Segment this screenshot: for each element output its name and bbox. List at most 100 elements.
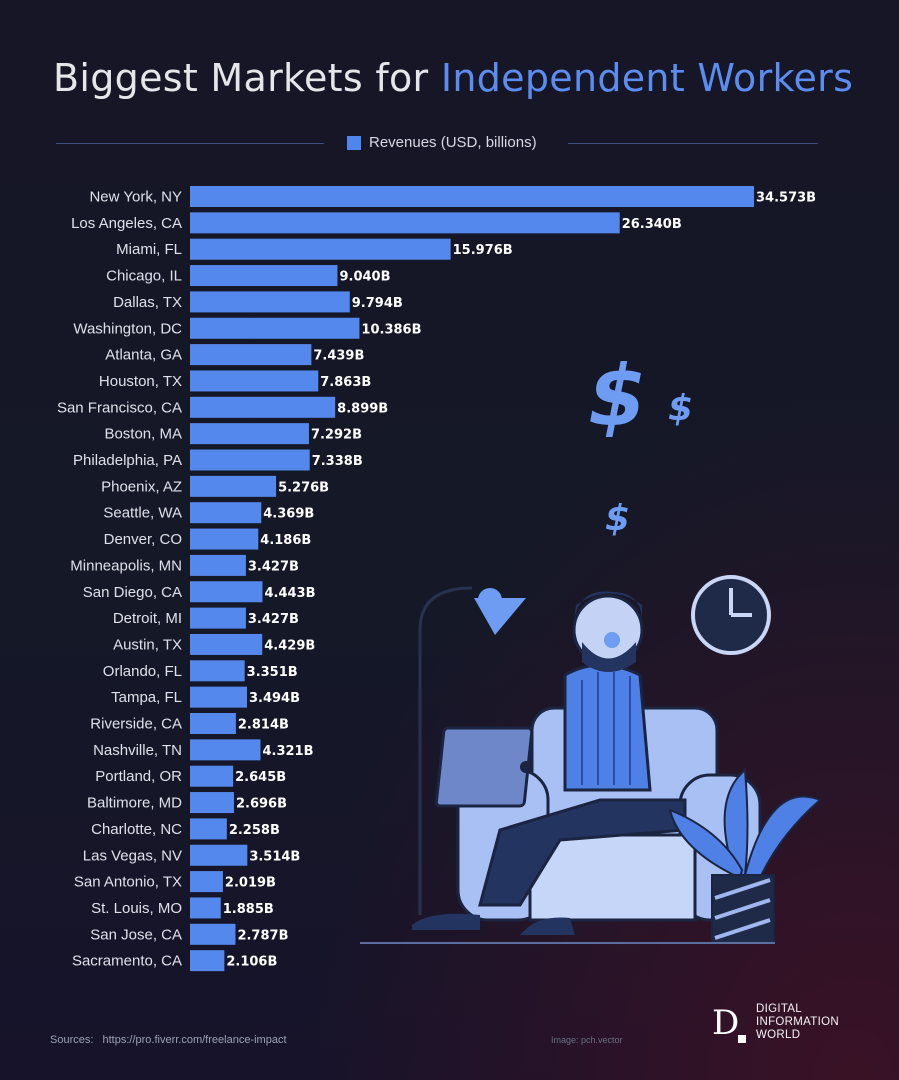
value-label: 7.439B [313, 349, 364, 364]
value-label: 2.645B [235, 770, 286, 785]
brand-wordmark: DIGITAL INFORMATION WORLD [756, 1003, 839, 1042]
bar [190, 396, 336, 418]
category-label: Tampa, FL [111, 689, 182, 706]
value-label: 9.794B [352, 296, 403, 311]
plant-icon [668, 767, 822, 944]
title-part-1: Biggest Markets for [53, 56, 441, 100]
legend-label: Revenues (USD, billions) [369, 134, 537, 151]
brand-mark-icon: D [712, 1003, 746, 1047]
brand-line-3: WORLD [756, 1029, 801, 1041]
bar [190, 449, 310, 471]
category-label: Orlando, FL [103, 663, 182, 680]
value-label: 2.787B [237, 928, 288, 943]
category-label: Sacramento, CA [72, 953, 182, 970]
category-label: Philadelphia, PA [73, 452, 182, 469]
bar [190, 660, 245, 682]
clock-icon [691, 575, 771, 655]
value-label: 2.696B [236, 797, 287, 812]
category-label: Minneapolis, MN [70, 557, 182, 574]
category-label: New York, NY [89, 189, 182, 206]
category-label: San Diego, CA [83, 584, 182, 601]
sources-label: Sources: [50, 1034, 94, 1046]
value-label: 15.976B [453, 243, 513, 258]
image-credit: Image: pch.vector [551, 1035, 623, 1045]
bar [190, 528, 259, 550]
category-label: Austin, TX [113, 636, 182, 653]
bar [190, 633, 263, 655]
bar [190, 923, 236, 945]
sources-footer: Sources: https://pro.fiverr.com/freelanc… [50, 1034, 287, 1046]
value-label: 4.186B [260, 533, 311, 548]
value-label: 26.340B [622, 217, 682, 232]
sources-link[interactable]: https://pro.fiverr.com/freelance-impact [102, 1034, 287, 1046]
value-label: 2.019B [225, 876, 276, 891]
bar [190, 212, 620, 234]
value-label: 8.899B [337, 401, 388, 416]
bar [190, 502, 262, 524]
bar [190, 607, 246, 629]
value-label: 2.106B [226, 955, 277, 970]
category-label: Miami, FL [116, 241, 182, 258]
category-label: Phoenix, AZ [101, 478, 182, 495]
value-label: 34.573B [756, 191, 816, 206]
bar [190, 713, 236, 734]
bar [190, 818, 227, 840]
bar [190, 950, 225, 972]
category-label: Seattle, WA [103, 505, 182, 522]
value-label: 5.276B [278, 480, 329, 495]
bar [190, 475, 277, 497]
category-label: Houston, TX [99, 373, 182, 390]
legend-divider-right [568, 143, 818, 144]
bar [190, 291, 350, 313]
category-label: Detroit, MI [113, 610, 182, 627]
bar [190, 686, 247, 708]
category-label: Las Vegas, NV [83, 847, 182, 864]
bar [190, 739, 261, 761]
value-label: 7.292B [311, 428, 362, 443]
bar [190, 265, 338, 287]
bar [190, 581, 263, 603]
dollar-sign-icon-large: $ [588, 347, 646, 445]
freelancer-illustration: $ $ $ [360, 347, 822, 944]
brand-line-1: DIGITAL [756, 1003, 802, 1015]
value-label: 7.338B [312, 454, 363, 469]
category-label: Riverside, CA [90, 716, 182, 733]
bars-layer: New York, NY 34.573B Los Angeles, CA 26.340… [57, 186, 816, 972]
bar [190, 317, 360, 339]
category-label: Boston, MA [104, 426, 182, 443]
value-label: 4.369B [263, 507, 314, 522]
bar [190, 423, 309, 445]
value-label: 2.814B [238, 718, 289, 733]
value-label: 4.429B [264, 638, 315, 653]
brand-mark-letter: D [712, 1003, 740, 1043]
bar [190, 871, 223, 893]
bar [190, 344, 312, 366]
dollar-sign-icon-small: $ [668, 388, 693, 429]
category-label: Portland, OR [95, 768, 182, 785]
value-label: 4.321B [262, 744, 313, 759]
bar [190, 897, 221, 919]
bar [190, 792, 234, 814]
legend-item: Revenues (USD, billions) [347, 134, 537, 151]
category-label: Atlanta, GA [105, 347, 182, 364]
category-label: Denver, CO [104, 531, 182, 548]
category-label: Baltimore, MD [87, 795, 182, 812]
value-label: 3.494B [249, 691, 300, 706]
bar [190, 765, 234, 787]
chart-title: Biggest Markets for Independent Workers [53, 56, 853, 100]
value-label: 4.443B [264, 586, 315, 601]
brand-line-2: INFORMATION [756, 1016, 839, 1028]
value-label: 10.386B [361, 322, 421, 337]
value-label: 3.514B [249, 849, 300, 864]
category-label: San Antonio, TX [74, 874, 182, 891]
legend: Revenues (USD, billions) [56, 132, 818, 154]
bar [190, 238, 451, 260]
value-label: 3.427B [248, 612, 299, 627]
value-label: 9.040B [339, 270, 390, 285]
person-icon [412, 591, 687, 935]
brand-mark-square [738, 1035, 746, 1043]
category-label: San Francisco, CA [57, 399, 182, 416]
value-label: 7.863B [320, 375, 371, 390]
legend-swatch [347, 135, 361, 150]
